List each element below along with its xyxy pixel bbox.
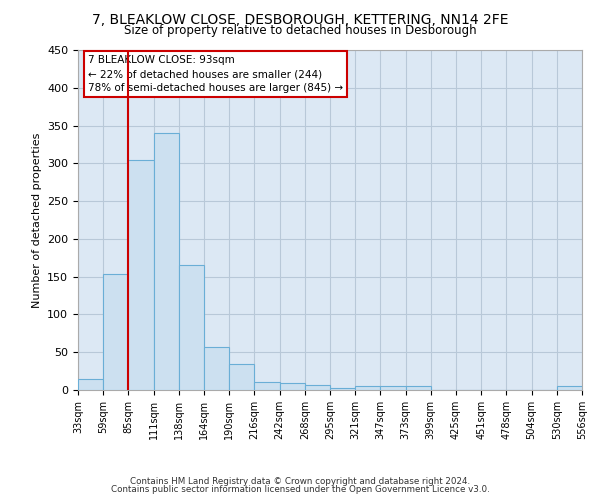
- Bar: [229, 364, 254, 390]
- Bar: [380, 386, 406, 390]
- Bar: [78, 378, 103, 390]
- Text: Contains public sector information licensed under the Open Government Licence v3: Contains public sector information licen…: [110, 485, 490, 494]
- Bar: [154, 133, 179, 390]
- Text: 7 BLEAKLOW CLOSE: 93sqm
← 22% of detached houses are smaller (244)
78% of semi-d: 7 BLEAKLOW CLOSE: 93sqm ← 22% of detache…: [88, 55, 343, 93]
- Bar: [330, 388, 355, 390]
- Bar: [355, 386, 380, 390]
- Text: Contains HM Land Registry data © Crown copyright and database right 2024.: Contains HM Land Registry data © Crown c…: [130, 477, 470, 486]
- Bar: [254, 382, 280, 390]
- Text: Size of property relative to detached houses in Desborough: Size of property relative to detached ho…: [124, 24, 476, 37]
- Bar: [128, 160, 154, 390]
- Bar: [305, 386, 330, 390]
- Bar: [280, 383, 305, 390]
- Text: 7, BLEAKLOW CLOSE, DESBOROUGH, KETTERING, NN14 2FE: 7, BLEAKLOW CLOSE, DESBOROUGH, KETTERING…: [92, 12, 508, 26]
- Bar: [406, 386, 431, 390]
- Bar: [179, 266, 204, 390]
- Bar: [103, 274, 128, 390]
- Bar: [204, 347, 229, 390]
- Y-axis label: Number of detached properties: Number of detached properties: [32, 132, 41, 308]
- Bar: [557, 386, 582, 390]
